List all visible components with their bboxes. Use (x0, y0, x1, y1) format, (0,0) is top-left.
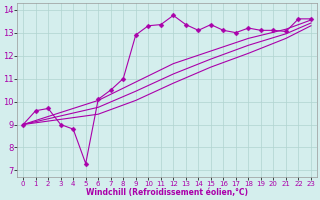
X-axis label: Windchill (Refroidissement éolien,°C): Windchill (Refroidissement éolien,°C) (86, 188, 248, 197)
